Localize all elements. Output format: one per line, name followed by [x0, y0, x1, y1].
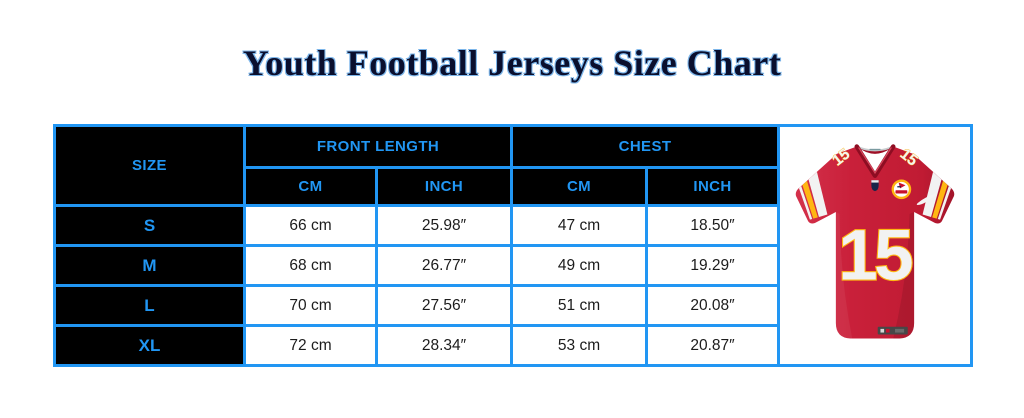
- jersey-image: 15 15 15: [795, 144, 955, 339]
- team-patch-icon: [891, 179, 912, 200]
- nike-swoosh-icon: [916, 192, 938, 206]
- cell-l-chest-cm: 51 cm: [510, 284, 649, 327]
- collar-tag-line: [869, 148, 881, 151]
- subheader-front-inch: INCH: [374, 166, 514, 207]
- subheader-chest-inch: INCH: [645, 166, 781, 207]
- cell-xl-front-inch: 28.34″: [374, 324, 514, 367]
- row-label-m: M: [53, 244, 246, 287]
- cell-l-front-cm: 70 cm: [243, 284, 378, 327]
- sleeve-stripes-left: [798, 171, 828, 220]
- cell-xl-chest-inch: 20.87″: [645, 324, 781, 367]
- column-header-chest: CHEST: [510, 124, 781, 169]
- subheader-front-cm: CM: [243, 166, 378, 207]
- column-header-front-length: FRONT LENGTH: [242, 124, 514, 169]
- row-label-s: S: [53, 204, 246, 247]
- cell-s-chest-cm: 47 cm: [510, 204, 649, 247]
- jersey-number: 15: [838, 216, 912, 295]
- cell-s-front-cm: 66 cm: [243, 204, 378, 247]
- cell-s-front-inch: 25.98″: [374, 204, 514, 247]
- jock-tag: [877, 326, 908, 335]
- column-header-size: SIZE: [53, 124, 246, 207]
- subheader-chest-cm: CM: [510, 166, 649, 207]
- nfl-shield-icon: [871, 180, 879, 192]
- table-row: XL 72 cm 28.34″ 53 cm 20.87″: [53, 324, 972, 367]
- row-label-l: L: [53, 284, 246, 327]
- sleeve-stripes-right: [922, 171, 952, 220]
- cell-m-front-cm: 68 cm: [243, 244, 378, 287]
- row-label-xl: XL: [53, 324, 246, 367]
- table-row: M 68 cm 26.77″ 49 cm 19.29″: [53, 244, 972, 287]
- table-row: L 70 cm 27.56″ 51 cm 20.08″: [53, 284, 972, 327]
- collar-trim: [854, 144, 896, 178]
- table-row: S 66 cm 25.98″ 47 cm 18.50″: [53, 204, 972, 247]
- cell-m-front-inch: 26.77″: [374, 244, 514, 287]
- cell-s-chest-inch: 18.50″: [645, 204, 781, 247]
- cell-xl-front-cm: 72 cm: [243, 324, 378, 367]
- size-chart-table: SIZE FRONT LENGTH CHEST: [53, 124, 974, 367]
- jersey-cell: 15 15 15: [777, 124, 974, 367]
- header-row-groups: SIZE FRONT LENGTH CHEST: [53, 124, 974, 367]
- jersey-body: [795, 146, 955, 339]
- cell-m-chest-inch: 19.29″: [645, 244, 781, 287]
- cell-m-chest-cm: 49 cm: [510, 244, 649, 287]
- page-title: Youth Football Jerseys Size Chart: [242, 43, 782, 83]
- cell-l-front-inch: 27.56″: [374, 284, 514, 327]
- cell-xl-chest-cm: 53 cm: [510, 324, 649, 367]
- cell-l-chest-inch: 20.08″: [645, 284, 781, 327]
- header-row-units: CM INCH CM INCH: [55, 166, 972, 207]
